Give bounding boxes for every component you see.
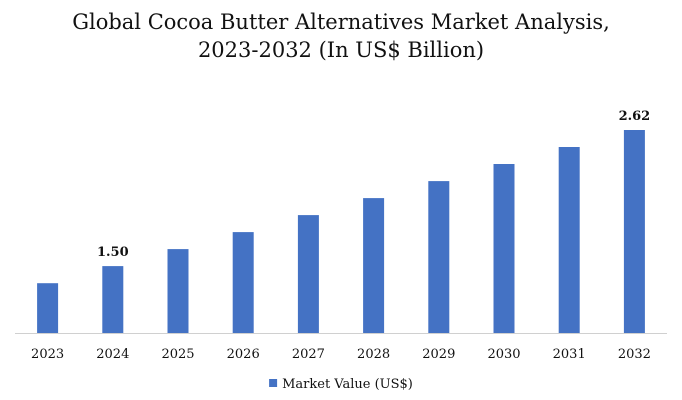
legend-swatch — [269, 379, 278, 387]
bars-group — [37, 130, 645, 333]
bar-2025 — [167, 249, 189, 333]
x-tick-label-2032: 2032 — [618, 347, 651, 362]
data-labels: 1.50 2.62 — [97, 109, 650, 260]
data-label-2032: 2.62 — [619, 109, 651, 124]
bar-2032 — [623, 130, 645, 333]
x-tick-label-2025: 2025 — [161, 347, 194, 362]
bar-2024 — [102, 266, 124, 333]
legend: Market Value (US$) — [269, 377, 413, 392]
x-tick-label-2031: 2031 — [553, 347, 586, 362]
x-tick-label-2024: 2024 — [96, 347, 129, 362]
chart-title: Global Cocoa Butter Alternatives Market … — [0, 8, 682, 64]
bar-2026 — [232, 232, 254, 333]
x-tick-label-2026: 2026 — [227, 347, 260, 362]
bar-2030 — [493, 164, 515, 333]
x-tick-labels: 2023 2024 2025 2026 2027 2028 2029 2030 2031 2032 — [31, 347, 651, 362]
data-label-2024: 1.50 — [97, 245, 129, 260]
legend-label: Market Value (US$) — [282, 377, 413, 392]
x-tick-label-2023: 2023 — [31, 347, 64, 362]
bar-2027 — [297, 215, 319, 333]
x-tick-label-2027: 2027 — [292, 347, 325, 362]
bar-2031 — [558, 147, 580, 333]
chart-title-line-2: 2023-2032 (In US$ Billion) — [197, 38, 485, 62]
x-tick-label-2030: 2030 — [487, 347, 520, 362]
bar-2028 — [363, 198, 385, 333]
x-tick-label-2029: 2029 — [422, 347, 455, 362]
bar-2023 — [37, 283, 59, 333]
bar-2029 — [428, 181, 450, 333]
x-tick-label-2028: 2028 — [357, 347, 390, 362]
chart-title-line-1: Global Cocoa Butter Alternatives Market … — [72, 10, 610, 34]
